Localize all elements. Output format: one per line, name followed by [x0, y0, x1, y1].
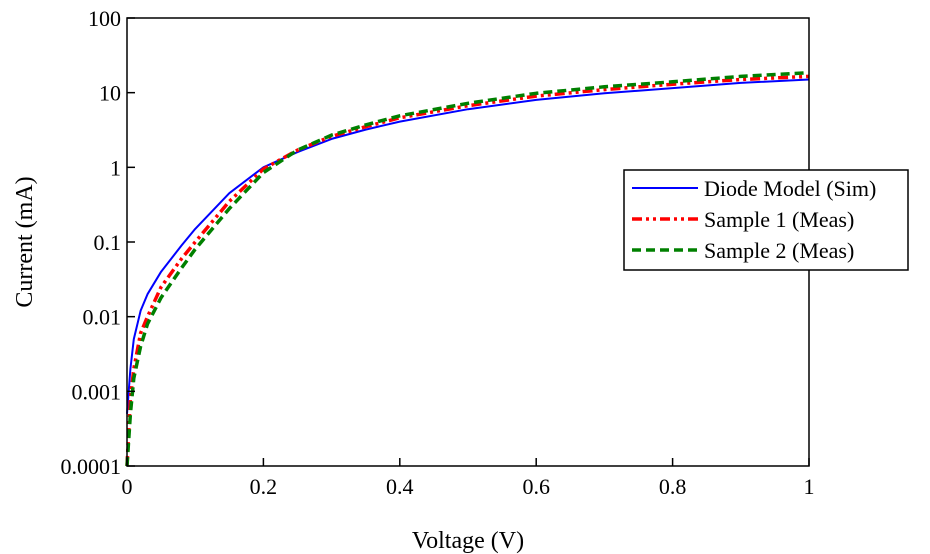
- y-tick-label: 0.1: [94, 230, 122, 255]
- x-tick-label: 0.2: [250, 474, 278, 499]
- series-line-2: [125, 74, 810, 467]
- legend-label-2: Sample 1 (Meas): [704, 207, 854, 232]
- x-tick-label: 0.6: [522, 474, 550, 499]
- plot-lines: [125, 70, 810, 467]
- y-tick-label: 0.001: [72, 379, 122, 404]
- legend: Diode Model (Sim) Sample 1 (Meas) Sample 2…: [623, 169, 909, 271]
- y-tick-label: 1: [110, 155, 121, 180]
- y-axis-label: Current (mA): [12, 176, 38, 307]
- axis-ticks: [126, 17, 810, 467]
- y-tick-label: 10: [99, 81, 121, 106]
- y-tick-label: 100: [88, 6, 121, 31]
- legend-label-1: Diode Model (Sim): [704, 176, 876, 201]
- legend-label-3: Sample 2 (Meas): [704, 238, 854, 263]
- x-tick-label: 0.4: [386, 474, 414, 499]
- y-tick-label: 0.01: [83, 305, 122, 330]
- x-tick-label: 0: [122, 474, 133, 499]
- legend-box: [623, 169, 909, 271]
- series-line-3: [125, 70, 810, 467]
- x-tick-label: 1: [804, 474, 815, 499]
- axis-tick-labels: 0 0.2 0.4 0.6 0.8 1 0.0001 0.001 0.01 0.1 1 10 100: [61, 6, 815, 499]
- y-tick-label: 0.0001: [61, 454, 122, 479]
- x-axis-label: Voltage (V): [412, 528, 524, 554]
- x-tick-label: 0.8: [659, 474, 687, 499]
